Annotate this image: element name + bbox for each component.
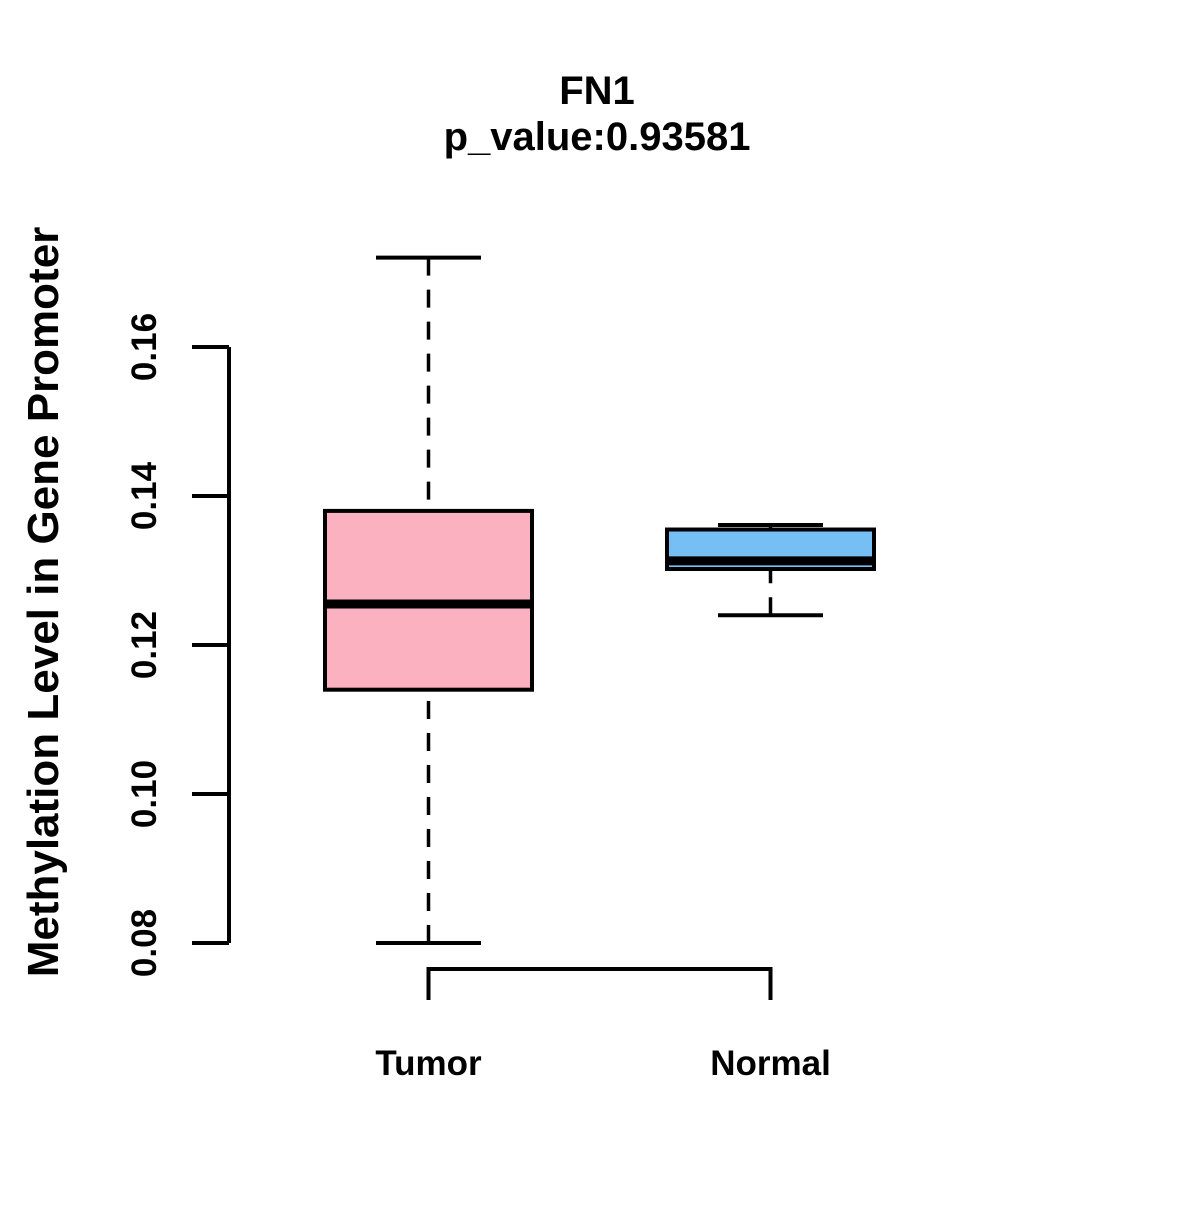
y-axis-tick-label: 0.12 [125, 611, 164, 679]
x-axis-bracket [426, 967, 773, 1000]
plot-area: 0.08 0.10 0.12 0.14 0.16 Tumor Normal [125, 255, 876, 1083]
category-label-normal: Normal [710, 1044, 831, 1083]
y-axis-label: Methylation Level in Gene Promoter [19, 227, 68, 978]
y-axis-tick-label: 0.08 [125, 909, 164, 977]
y-axis-tick-label: 0.14 [125, 461, 164, 530]
chart-title: FN1 [559, 69, 635, 113]
category-label-tumor: Tumor [375, 1044, 482, 1083]
chart-subtitle: p_value:0.93581 [444, 115, 751, 159]
y-axis-tick-label: 0.16 [125, 313, 164, 381]
y-axis-tick-label: 0.10 [125, 760, 164, 828]
